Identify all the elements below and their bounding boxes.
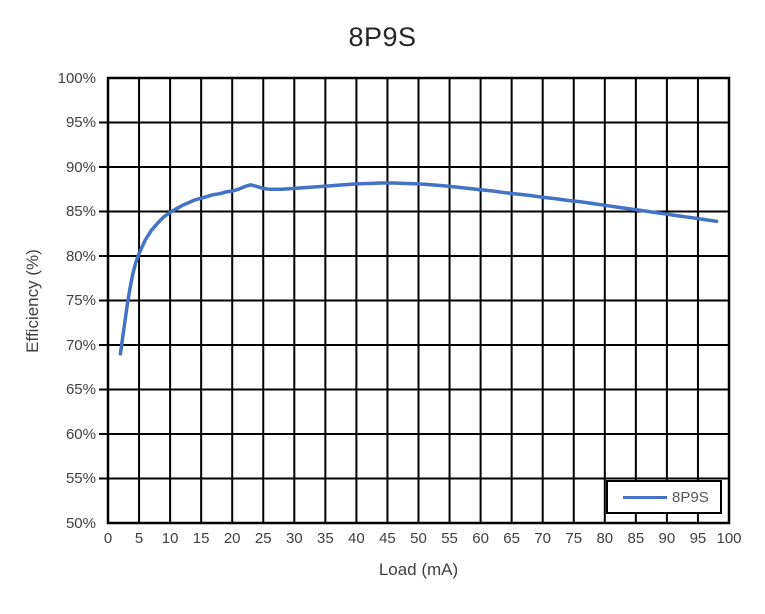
x-axis-title: Load (mA) bbox=[378, 560, 459, 579]
legend: 8P9S bbox=[606, 480, 722, 514]
x-tick-label: 100 bbox=[716, 530, 742, 547]
x-tick-label: 75 bbox=[565, 530, 583, 547]
x-tick-label: 80 bbox=[596, 530, 614, 547]
x-tick-label: 50 bbox=[410, 530, 427, 547]
y-tick-label: 65% bbox=[65, 381, 96, 398]
x-tick-label: 70 bbox=[534, 530, 552, 547]
y-tick-label: 60% bbox=[65, 425, 96, 443]
x-tick-label: 15 bbox=[192, 530, 210, 547]
y-tick-label: 90% bbox=[65, 158, 96, 176]
y-tick-label: 80% bbox=[65, 247, 96, 265]
y-tick-label: 85% bbox=[65, 203, 96, 220]
y-tick-label: 100% bbox=[57, 69, 96, 87]
legend-line-swatch bbox=[623, 495, 667, 499]
legend-series-label: 8P9S bbox=[672, 488, 709, 506]
x-tick-label: 95 bbox=[689, 530, 707, 547]
x-tick-label: 40 bbox=[348, 530, 365, 547]
x-tick-label: 5 bbox=[134, 530, 144, 547]
x-tick-label: 0 bbox=[103, 530, 113, 547]
x-tick-label: 55 bbox=[441, 530, 458, 547]
x-tick-label: 45 bbox=[379, 530, 396, 547]
x-tick-label: 20 bbox=[223, 530, 241, 547]
y-tick-label: 95% bbox=[65, 114, 96, 131]
y-tick-label: 70% bbox=[65, 336, 96, 354]
x-tick-label: 35 bbox=[317, 530, 334, 547]
chart-title: 8P9S bbox=[348, 22, 417, 52]
x-tick-label: 60 bbox=[472, 530, 489, 547]
x-tick-label: 90 bbox=[658, 530, 676, 547]
x-tick-label: 10 bbox=[161, 530, 179, 547]
y-tick-label: 50% bbox=[65, 514, 96, 532]
y-tick-label: 55% bbox=[65, 470, 96, 487]
y-tick-label: 75% bbox=[65, 292, 96, 309]
x-tick-label: 65 bbox=[503, 530, 520, 547]
x-tick-label: 25 bbox=[254, 530, 272, 547]
x-tick-label: 30 bbox=[285, 530, 303, 547]
x-tick-label: 85 bbox=[627, 530, 645, 547]
